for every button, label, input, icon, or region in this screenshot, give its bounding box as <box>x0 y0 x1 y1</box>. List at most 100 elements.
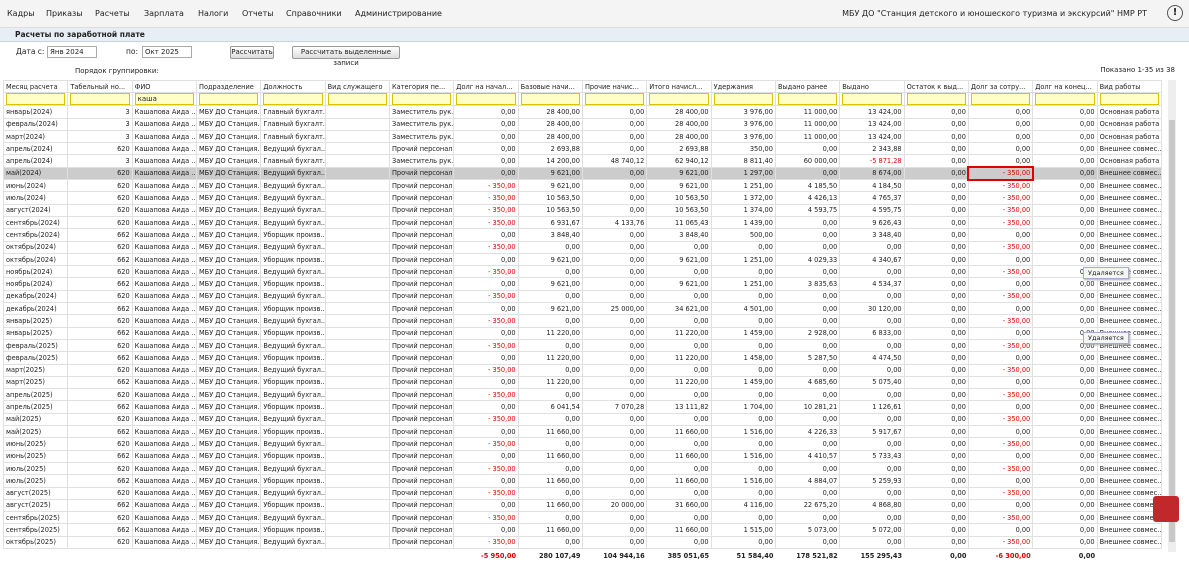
data-row[interactable]: март(2025) 662 Кашапова Аида ... МБУ ДО Ста… <box>2 375 1163 390</box>
scroll-thumb[interactable] <box>1169 120 1175 542</box>
date-to[interactable]: Окт 2025 <box>142 46 192 58</box>
column-header[interactable]: Должность <box>260 79 326 94</box>
filter-input[interactable] <box>970 93 1031 105</box>
data-row[interactable]: сентябрь(2024) 620 Кашапова Аида ... МБУ ДО… <box>2 215 1163 230</box>
data-row[interactable]: июль(2024) 620 Кашапова Аида ... МБУ ДО Ста… <box>2 191 1163 205</box>
data-row[interactable]: июль(2025) 620 Кашапова Аида ... МБУ ДО Ста… <box>2 461 1163 476</box>
cell: 11 220,00 <box>517 326 583 340</box>
filter-input[interactable] <box>713 93 773 105</box>
data-row[interactable]: апрель(2024) 3 Кашапова Аида ... МБУ ДО Ста… <box>2 154 1163 168</box>
menu-item[interactable]: Зарплата <box>144 9 184 18</box>
cell: Уборщик произв... <box>260 375 326 390</box>
data-row[interactable]: апрель(2025) 662 Кашапова Аида ... МБУ ДО С… <box>2 400 1163 414</box>
data-row[interactable]: июль(2025) 662 Кашапова Аида ... МБУ ДО Ста… <box>2 474 1163 488</box>
filter-input[interactable] <box>842 93 902 105</box>
data-row[interactable]: сентябрь(2025) 662 Кашапова Аида ... МБУ ДО… <box>2 523 1163 537</box>
data-row[interactable]: декабрь(2024) 662 Кашапова Аида ... МБУ ДО … <box>2 302 1163 316</box>
filter-input[interactable] <box>1035 93 1095 105</box>
menu-item[interactable]: Приказы <box>46 9 83 18</box>
total-cell: 385 051,65 <box>667 551 710 560</box>
date-from[interactable]: Янв 2024 <box>47 46 97 58</box>
filter-input[interactable] <box>777 93 838 105</box>
filter-input[interactable] <box>520 93 580 105</box>
filter-input[interactable] <box>456 93 516 105</box>
column-header[interactable]: Долг за сотру... <box>967 79 1034 94</box>
data-row[interactable]: ноябрь(2024) 620 Кашапова Аида ... МБУ ДО С… <box>2 265 1163 279</box>
column-header[interactable]: Выдано ранее <box>774 79 841 94</box>
data-row[interactable]: июнь(2024) 620 Кашапова Аида ... МБУ ДО Ста… <box>2 179 1163 193</box>
data-row[interactable]: октябрь(2024) 620 Кашапова Аида ... МБУ ДО … <box>2 240 1163 254</box>
data-row[interactable]: январь(2024) 3 Кашапова Аида ... МБУ ДО Ста… <box>2 105 1163 119</box>
cell: Внешнее совмес... <box>1096 240 1163 254</box>
data-row[interactable]: апрель(2024) 620 Кашапова Аида ... МБУ ДО С… <box>2 142 1163 156</box>
filter-input[interactable] <box>649 93 709 105</box>
column-header[interactable]: Базовые начи... <box>517 79 583 94</box>
data-row[interactable]: ноябрь(2024) 662 Кашапова Аида ... МБУ ДО С… <box>2 277 1163 291</box>
cell: 0,00 <box>581 511 648 525</box>
data-row[interactable]: апрель(2025) 620 Кашапова Аида ... МБУ ДО С… <box>2 388 1163 402</box>
column-header[interactable]: Табельный но... <box>67 79 133 94</box>
data-row[interactable]: январь(2025) 620 Кашапова Аида ... МБУ ДО С… <box>2 314 1163 328</box>
column-header[interactable]: Долг на конец... <box>1032 79 1098 94</box>
data-row[interactable]: октябрь(2025) 620 Кашапова Аида ... МБУ ДО … <box>2 535 1163 549</box>
cell: 10 563,50 <box>517 203 583 217</box>
data-row[interactable]: июнь(2025) 662 Кашапова Аида ... МБУ ДО Ста… <box>2 449 1163 463</box>
data-row[interactable]: февраль(2025) 620 Кашапова Аида ... МБУ ДО … <box>2 338 1163 353</box>
filter-input[interactable] <box>6 93 66 105</box>
data-row[interactable]: июнь(2025) 620 Кашапова Аида ... МБУ ДО Ста… <box>2 437 1163 451</box>
data-row[interactable]: февраль(2024) 3 Кашапова Аида ... МБУ ДО Ст… <box>2 117 1163 131</box>
data-row[interactable]: май(2024) 620 Кашапова Аида ... МБУ ДО Стан… <box>2 166 1163 181</box>
column-header[interactable]: Подразделение <box>195 79 262 94</box>
cell: - 350,00 <box>453 363 519 377</box>
filter-input[interactable] <box>906 93 966 105</box>
filter-input[interactable] <box>1099 93 1159 105</box>
data-row[interactable]: декабрь(2024) 620 Кашапова Аида ... МБУ ДО … <box>2 289 1163 304</box>
data-row[interactable]: август(2025) 620 Кашапова Аида ... МБУ ДО С… <box>2 486 1163 500</box>
cell: 4 133,76 <box>581 215 648 230</box>
menu-item[interactable]: Расчеты <box>95 9 130 18</box>
filter-input[interactable] <box>198 93 259 105</box>
column-header[interactable]: Прочие начис... <box>581 79 648 94</box>
data-row[interactable]: сентябрь(2025) 620 Кашапова Аида ... МБУ ДО… <box>2 511 1163 525</box>
menu-item[interactable]: Справочники <box>286 9 342 18</box>
column-header[interactable]: Категория пе... <box>388 79 455 94</box>
filter-input[interactable] <box>70 93 130 105</box>
column-header[interactable]: Итого начисл... <box>646 79 712 94</box>
filter-input[interactable] <box>327 93 387 105</box>
data-row[interactable]: январь(2025) 662 Кашапова Аида ... МБУ ДО С… <box>2 326 1163 340</box>
column-header[interactable]: ФИО <box>131 79 197 94</box>
info-icon[interactable]: ! <box>1167 5 1183 21</box>
filter-input[interactable] <box>584 93 645 105</box>
column-header[interactable]: Удержания <box>710 79 776 94</box>
data-row[interactable]: сентябрь(2024) 662 Кашапова Аида ... МБУ ДО… <box>2 228 1163 242</box>
column-header[interactable]: Месяц расчета <box>2 79 69 94</box>
column-header[interactable]: Выдано <box>839 79 905 94</box>
data-row[interactable]: май(2025) 662 Кашапова Аида ... МБУ ДО Стан… <box>2 425 1163 439</box>
data-row[interactable]: февраль(2025) 662 Кашапова Аида ... МБУ ДО … <box>2 351 1163 365</box>
data-row[interactable]: март(2024) 3 Кашапова Аида ... МБУ ДО Станц… <box>2 129 1163 144</box>
column-header[interactable]: Вид служащего <box>324 79 390 94</box>
column-header[interactable]: Долг на начал... <box>453 79 519 94</box>
filter-input[interactable] <box>391 93 452 105</box>
calc-selected-button[interactable]: Рассчитать выделенные записи <box>292 46 400 67</box>
column-header[interactable]: Вид работы <box>1096 79 1163 94</box>
menu-item[interactable]: Налоги <box>198 9 229 18</box>
filter-input[interactable]: каша <box>134 93 194 105</box>
filter-input[interactable] <box>263 93 323 105</box>
data-row[interactable]: август(2025) 662 Кашапова Аида ... МБУ ДО С… <box>2 498 1163 513</box>
menu-item[interactable]: Кадры <box>7 9 35 18</box>
menu-item[interactable]: Отчеты <box>242 9 274 18</box>
calc-button[interactable]: Рассчитать <box>230 46 274 59</box>
menu-item[interactable]: Администрирование <box>355 9 442 18</box>
cell: - 350,00 <box>453 179 519 193</box>
data-row[interactable]: август(2024) 620 Кашапова Аида ... МБУ ДО С… <box>2 203 1163 217</box>
filter-cell <box>517 92 583 107</box>
cell: 0,00 <box>453 142 519 156</box>
data-row[interactable]: май(2025) 620 Кашапова Аида ... МБУ ДО Стан… <box>2 412 1163 427</box>
cell: 620 <box>67 142 133 156</box>
data-row[interactable]: март(2025) 620 Кашапова Аида ... МБУ ДО Ста… <box>2 363 1163 377</box>
cell: август(2025) <box>2 486 69 500</box>
column-header[interactable]: Остаток к выд... <box>903 79 969 94</box>
app-icon[interactable] <box>1153 496 1179 522</box>
data-row[interactable]: октябрь(2024) 662 Кашапова Аида ... МБУ ДО … <box>2 252 1163 267</box>
